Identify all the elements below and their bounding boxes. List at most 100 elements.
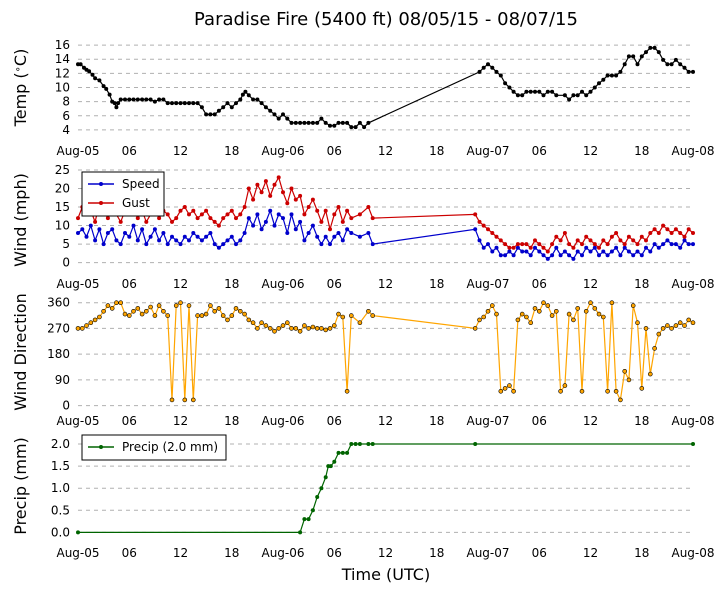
data-point: [639, 253, 644, 258]
data-point: [524, 242, 529, 247]
x-tick-label: 06: [122, 144, 137, 158]
data-point: [597, 245, 601, 250]
data-point: [498, 253, 503, 258]
data-point: [336, 205, 341, 209]
data-point: [622, 242, 627, 247]
data-point: [157, 216, 162, 221]
data-point: [315, 495, 320, 499]
data-point: [195, 216, 200, 221]
data-point: [310, 197, 315, 202]
data-point: [545, 89, 550, 94]
data-point: [88, 320, 94, 326]
data-point: [165, 212, 170, 217]
degree-superscript: ∘: [13, 66, 24, 72]
y-tick-label: 5: [62, 237, 70, 251]
x-tick-label: Aug-06: [261, 144, 304, 158]
data-point: [533, 245, 537, 250]
data-point: [263, 179, 268, 184]
data-point: [225, 238, 230, 243]
x-tick-label: 06: [532, 277, 547, 291]
x-tick-label: 18: [634, 277, 649, 291]
data-point: [174, 238, 179, 243]
data-point: [652, 227, 657, 232]
data-point: [357, 212, 362, 217]
data-point: [114, 238, 119, 243]
data-point: [281, 112, 285, 117]
data-point: [580, 242, 584, 247]
x-tick-label: 06: [327, 414, 342, 428]
data-point: [170, 219, 174, 224]
data-point: [101, 308, 106, 314]
data-point: [302, 212, 307, 217]
data-point: [195, 313, 200, 318]
data-point: [579, 388, 585, 394]
data-point: [187, 238, 191, 243]
data-point: [340, 314, 346, 320]
data-point: [204, 234, 209, 239]
data-point: [161, 97, 166, 102]
data-point: [490, 231, 495, 235]
data-point: [601, 77, 606, 82]
y-tick-label: 6: [62, 109, 70, 123]
data-point: [597, 253, 601, 258]
data-point: [370, 442, 375, 446]
data-point: [315, 208, 320, 213]
data-point: [498, 238, 503, 243]
data-point: [635, 242, 640, 247]
data-point: [242, 205, 247, 209]
data-point: [319, 326, 324, 331]
data-point: [622, 245, 627, 250]
data-point: [550, 242, 555, 247]
data-point: [135, 216, 140, 221]
data-point: [614, 231, 619, 235]
data-point: [212, 242, 217, 247]
data-point: [340, 450, 345, 455]
data-point: [187, 212, 191, 217]
data-point: [293, 227, 298, 232]
data-point: [609, 249, 614, 254]
data-point: [580, 89, 584, 94]
panel-wdir: 0 90 180 270 360 Aug-05 06 12 18 Aug-06 06 12 18 Aug-…: [11, 293, 715, 428]
data-point: [216, 306, 222, 311]
data-point: [276, 175, 281, 180]
data-point: [116, 101, 121, 106]
data-point: [144, 242, 149, 247]
data-point: [135, 238, 140, 243]
data-point: [152, 313, 158, 318]
x-tick-label: Aug-07: [466, 414, 509, 428]
data-point: [229, 234, 234, 239]
data-point: [276, 116, 281, 121]
data-point: [323, 234, 328, 239]
data-point: [255, 97, 260, 102]
data-point: [328, 123, 332, 128]
data-point: [332, 459, 337, 464]
x-tick-label: 12: [378, 414, 393, 428]
data-point: [511, 245, 516, 250]
data-point: [208, 112, 213, 117]
data-point: [332, 212, 337, 217]
x-tick-label: 12: [583, 277, 598, 291]
data-point: [93, 76, 98, 81]
data-point: [678, 231, 683, 235]
legend-box: [81, 171, 165, 217]
data-point: [157, 238, 162, 243]
data-point: [80, 326, 85, 331]
data-point: [686, 227, 691, 232]
y-tick-label: 1.0: [51, 481, 70, 495]
x-tick-label: 06: [532, 546, 547, 560]
data-point: [225, 212, 230, 217]
data-point: [93, 219, 98, 224]
data-point: [656, 245, 661, 250]
data-point: [626, 234, 631, 239]
data-point: [328, 242, 332, 247]
y-tick-label: 25: [55, 163, 70, 177]
data-point: [515, 245, 520, 250]
data-point: [481, 245, 486, 250]
data-point: [661, 57, 666, 62]
data-point: [652, 242, 657, 247]
data-point: [114, 300, 119, 306]
data-point: [575, 238, 580, 243]
data-point: [665, 238, 670, 243]
y-axis-label: Temp (∘C): [11, 49, 30, 128]
data-point: [567, 242, 572, 247]
